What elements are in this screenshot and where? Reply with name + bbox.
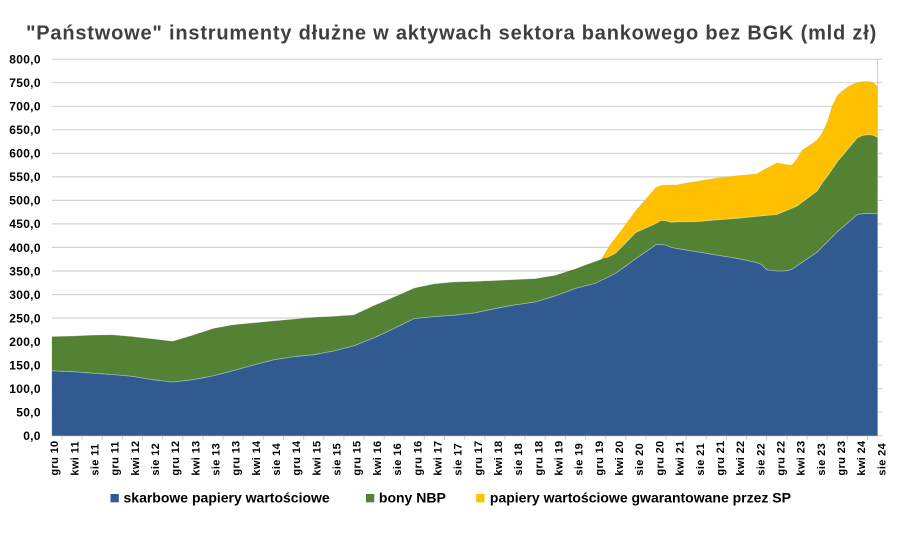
svg-text:sie 17: sie 17 bbox=[453, 443, 465, 476]
svg-text:gru 19: gru 19 bbox=[594, 440, 606, 475]
svg-text:sie 12: sie 12 bbox=[150, 443, 162, 476]
svg-text:sie 18: sie 18 bbox=[513, 443, 525, 476]
svg-text:sie 21: sie 21 bbox=[695, 443, 707, 476]
svg-text:sie 15: sie 15 bbox=[332, 443, 344, 476]
svg-text:800,0: 800,0 bbox=[9, 53, 41, 67]
svg-text:650,0: 650,0 bbox=[9, 123, 41, 137]
svg-text:sie 13: sie 13 bbox=[211, 443, 223, 476]
svg-text:kwi 13: kwi 13 bbox=[190, 440, 202, 475]
svg-text:gru 12: gru 12 bbox=[170, 440, 182, 475]
svg-text:sie 11: sie 11 bbox=[90, 444, 102, 476]
svg-text:kwi 22: kwi 22 bbox=[735, 440, 747, 475]
svg-text:sie 22: sie 22 bbox=[755, 443, 767, 476]
svg-text:550,0: 550,0 bbox=[9, 170, 41, 184]
svg-text:sie 19: sie 19 bbox=[574, 443, 586, 476]
svg-text:500,0: 500,0 bbox=[9, 194, 41, 208]
svg-text:gru 21: gru 21 bbox=[715, 440, 727, 475]
svg-text:gru 16: gru 16 bbox=[412, 440, 424, 475]
svg-text:400,0: 400,0 bbox=[9, 241, 41, 255]
svg-text:kwi 11: kwi 11 bbox=[69, 441, 81, 476]
svg-text:gru 10: gru 10 bbox=[49, 440, 61, 475]
svg-text:450,0: 450,0 bbox=[9, 217, 41, 231]
svg-text:gru 23: gru 23 bbox=[836, 440, 848, 475]
svg-text:sie 14: sie 14 bbox=[271, 442, 283, 475]
svg-text:kwi 16: kwi 16 bbox=[372, 440, 384, 475]
svg-text:kwi 20: kwi 20 bbox=[614, 440, 626, 475]
svg-text:0,0: 0,0 bbox=[23, 429, 41, 443]
svg-text:gru 20: gru 20 bbox=[654, 440, 666, 475]
svg-text:600,0: 600,0 bbox=[9, 147, 41, 161]
svg-text:kwi 23: kwi 23 bbox=[796, 440, 808, 475]
svg-text:papiery wartościowe gwarantowa: papiery wartościowe gwarantowane przez S… bbox=[490, 490, 791, 506]
svg-text:sie 24: sie 24 bbox=[876, 442, 888, 475]
svg-text:gru 14: gru 14 bbox=[291, 440, 303, 476]
svg-text:200,0: 200,0 bbox=[9, 335, 41, 349]
svg-text:sie 23: sie 23 bbox=[816, 443, 828, 476]
svg-text:bony NBP: bony NBP bbox=[379, 490, 446, 506]
svg-text:100,0: 100,0 bbox=[9, 382, 41, 396]
svg-text:150,0: 150,0 bbox=[9, 358, 41, 372]
svg-text:gru 18: gru 18 bbox=[533, 440, 545, 475]
svg-text:kwi 24: kwi 24 bbox=[856, 440, 868, 476]
svg-text:gru 22: gru 22 bbox=[776, 440, 788, 475]
svg-text:sie 16: sie 16 bbox=[392, 443, 404, 476]
svg-text:gru 15: gru 15 bbox=[352, 440, 364, 475]
svg-text:kwi 18: kwi 18 bbox=[493, 440, 505, 475]
svg-text:kwi 12: kwi 12 bbox=[130, 440, 142, 475]
svg-text:kwi 14: kwi 14 bbox=[251, 440, 263, 476]
svg-text:750,0: 750,0 bbox=[9, 76, 41, 90]
svg-text:kwi 21: kwi 21 bbox=[675, 440, 687, 475]
svg-text:kwi 15: kwi 15 bbox=[311, 440, 323, 475]
svg-text:50,0: 50,0 bbox=[16, 406, 41, 420]
svg-text:"Państwowe" instrumenty dłużne: "Państwowe" instrumenty dłużne w aktywac… bbox=[26, 22, 877, 44]
svg-text:350,0: 350,0 bbox=[9, 264, 41, 278]
svg-text:skarbowe papiery wartościowe: skarbowe papiery wartościowe bbox=[124, 490, 330, 506]
svg-text:gru 13: gru 13 bbox=[231, 440, 243, 475]
svg-text:kwi 19: kwi 19 bbox=[554, 440, 566, 475]
svg-text:250,0: 250,0 bbox=[9, 311, 41, 325]
svg-text:700,0: 700,0 bbox=[9, 100, 41, 114]
svg-text:gru 17: gru 17 bbox=[473, 440, 485, 475]
svg-text:sie 20: sie 20 bbox=[634, 443, 646, 476]
svg-text:300,0: 300,0 bbox=[9, 288, 41, 302]
svg-text:kwi 17: kwi 17 bbox=[433, 440, 445, 475]
svg-text:gru 11: gru 11 bbox=[110, 441, 122, 476]
